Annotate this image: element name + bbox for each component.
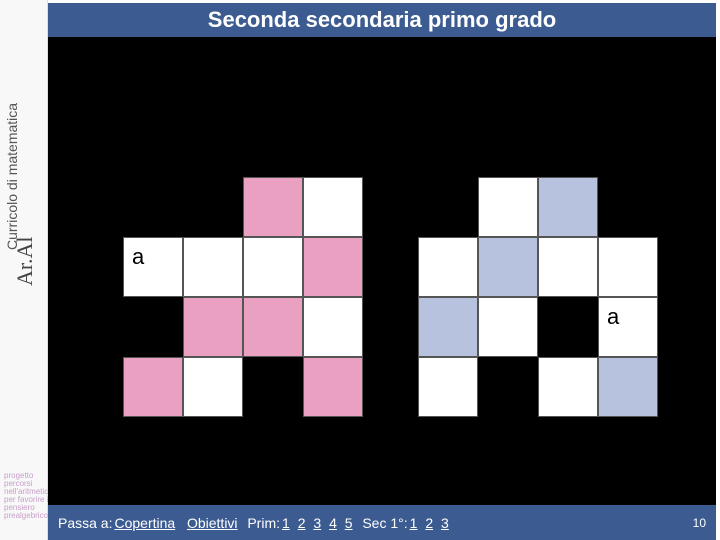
grid-cell: [243, 177, 303, 237]
grid-cell: [538, 237, 598, 297]
grid-cell: [123, 357, 183, 417]
prim-link-1[interactable]: 1: [282, 515, 290, 531]
grid-cell: [538, 357, 598, 417]
grid-cell: a: [598, 297, 658, 357]
link-sep: [419, 515, 423, 531]
faded-line: percorsi nell'aritmetica: [4, 480, 53, 496]
grid-cell: [243, 237, 303, 297]
sidebar-faded-text: progetto percorsi nell'aritmetica per fa…: [4, 472, 53, 520]
prim-label: Prim:: [247, 515, 280, 531]
sec-link-1[interactable]: 1: [410, 515, 418, 531]
grid-cell: [538, 177, 598, 237]
sec-link-2[interactable]: 2: [425, 515, 433, 531]
faded-line: per favorire il pensiero prealgebrico: [4, 496, 53, 520]
grid-cell: [303, 237, 363, 297]
link-sep: [307, 515, 311, 531]
footer-prefix: Passa a:: [58, 515, 112, 531]
grid-cell: [598, 357, 658, 417]
prim-link-4[interactable]: 4: [329, 515, 337, 531]
footer-sep: [177, 515, 185, 531]
sidebar: Curricolo di matematica Ar.Al progetto p…: [0, 0, 48, 540]
prim-links: 1 2 3 4 5: [280, 515, 355, 531]
prim-link-5[interactable]: 5: [345, 515, 353, 531]
grid-cell: [418, 357, 478, 417]
slide-title: Seconda secondaria primo grado: [208, 7, 556, 33]
page-number: 10: [693, 516, 706, 530]
link-sep: [339, 515, 343, 531]
link-obiettivi[interactable]: Obiettivi: [187, 515, 238, 531]
grid-cell: [303, 297, 363, 357]
footer-nav: Passa a: Copertina Obiettivi Prim: 1 2 3…: [48, 505, 716, 540]
brand-label: Ar.Al: [12, 240, 38, 286]
slide-title-bar: Seconda secondaria primo grado: [48, 3, 716, 37]
link-sep: [292, 515, 296, 531]
grid-cell: [478, 177, 538, 237]
grid-cell: [183, 237, 243, 297]
prim-link-2[interactable]: 2: [298, 515, 306, 531]
page: Curricolo di matematica Ar.Al progetto p…: [0, 0, 720, 540]
prim-link-3[interactable]: 3: [313, 515, 321, 531]
link-copertina[interactable]: Copertina: [114, 515, 175, 531]
footer-sep: [355, 515, 363, 531]
link-sep: [435, 515, 439, 531]
sec-label: Sec 1°:: [362, 515, 407, 531]
slide-body: a a: [48, 37, 716, 505]
grid-cell: [478, 237, 538, 297]
link-sep: [323, 515, 327, 531]
sec-link-3[interactable]: 3: [441, 515, 449, 531]
grid-cell: [183, 297, 243, 357]
grid-cell: [183, 357, 243, 417]
grid-cell: [478, 297, 538, 357]
grid-cell: [243, 297, 303, 357]
grid-cell: [303, 357, 363, 417]
cell-label: a: [599, 298, 657, 336]
grid-cell: [598, 237, 658, 297]
cell-label: a: [124, 238, 182, 276]
grid-cell: a: [123, 237, 183, 297]
grid-cell: [418, 237, 478, 297]
grid-cell: [418, 297, 478, 357]
grid-cell: [303, 177, 363, 237]
sec-links: 1 2 3: [408, 515, 451, 531]
footer-sep: [240, 515, 248, 531]
